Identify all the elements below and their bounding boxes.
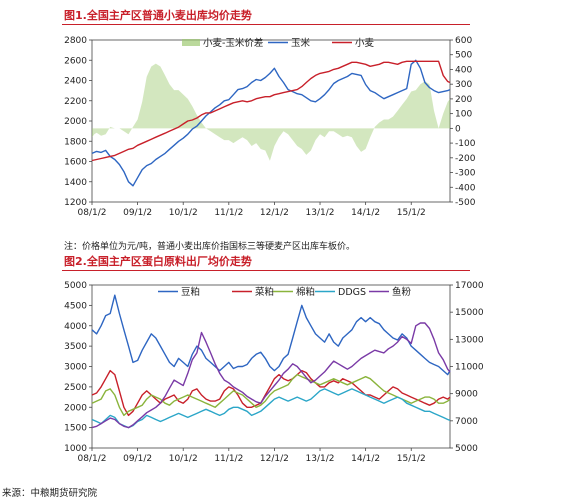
chart2-right-tick-label: 13000 (455, 335, 484, 345)
chart1-left-tick-label: 1800 (64, 137, 87, 147)
chart1-right-tick-label: 500 (455, 51, 472, 61)
chart1-x-tick-label: 13/1/2 (306, 208, 335, 218)
chart2-right-tick-label: 11000 (455, 363, 484, 373)
chart2-left-tick-label: 2000 (64, 403, 87, 413)
chart1-right-tick-label: 300 (455, 80, 472, 90)
chart1-left-tick-label: 2600 (64, 56, 87, 66)
chart2-series-line-4 (91, 322, 451, 429)
chart1-right-tick-label: 200 (455, 95, 472, 105)
chart1-legend-label: 小麦-玉米价差 (203, 37, 263, 49)
chart2-right-tick-label: 17000 (455, 281, 484, 291)
chart1-left-tick-label: 2400 (64, 77, 87, 87)
chart2-right-tick-label: 15000 (455, 308, 484, 318)
wheat-price-chart: 120014001600180020002200240026002800-500… (64, 36, 476, 218)
source-note: 来源：中粮期货研究院 (2, 488, 98, 499)
chart2-left-tick-label: 4500 (64, 301, 87, 311)
chart1-right-tick-label: 400 (455, 65, 472, 75)
chart2-legend-label: 豆粕 (181, 286, 200, 298)
chart1-right-tick-label: -100 (455, 139, 476, 149)
chart2-series-line-3 (91, 388, 451, 429)
chart1-x-tick-label: 12/1/2 (260, 208, 289, 218)
chart2-title-rule (62, 270, 470, 271)
chart2-left-tick-label: 3000 (64, 363, 87, 373)
chart2-left-tick-label: 1000 (64, 444, 87, 454)
chart2-x-tick-label: 14/1/2 (351, 454, 380, 464)
chart1-legend-label: 玉米 (291, 37, 311, 49)
chart2-right-tick-label: 5000 (455, 444, 478, 454)
chart2-legend-label: DDGS (338, 287, 366, 298)
chart2-legend-label: 鱼粉 (392, 286, 412, 298)
chart1-left-tick-label: 2800 (64, 36, 87, 46)
chart1-right-tick-label: 600 (455, 36, 472, 46)
chart1-legend-label: 小麦 (355, 37, 375, 49)
chart2-x-tick-label: 09/1/2 (123, 454, 152, 464)
chart2-legend-label: 菜粕 (255, 286, 274, 298)
chart2-x-tick-label: 11/1/2 (214, 454, 243, 464)
chart1-right-tick-label: -500 (455, 198, 476, 208)
chart1-x-tick-label: 10/1/2 (169, 208, 198, 218)
chart1-right-tick-label: 0 (455, 124, 461, 134)
chart1-left-tick-label: 2000 (64, 117, 87, 127)
chart1-x-tick-label: 11/1/2 (214, 208, 243, 218)
chart2-left-tick-label: 4000 (64, 322, 87, 332)
chart1-left-tick-label: 1200 (64, 198, 87, 208)
chart1-right-tick-label: -400 (455, 183, 476, 193)
chart2-plot-frame (91, 284, 451, 449)
chart2-left-tick-label: 3500 (64, 342, 87, 352)
chart2-x-tick-label: 08/1/2 (78, 454, 107, 464)
chart1-title-rule (62, 24, 470, 25)
chart2-x-tick-label: 10/1/2 (169, 454, 198, 464)
chart1-x-tick-label: 09/1/2 (123, 208, 152, 218)
chart1-right-tick-label: -300 (455, 169, 476, 179)
chart2-left-tick-label: 1500 (64, 424, 87, 434)
chart1-left-tick-label: 1600 (64, 158, 87, 168)
chart1-right-tick-label: -200 (455, 154, 476, 164)
chart1-legend-swatch (182, 39, 200, 46)
chart1-title: 图1.全国主产区普通小麦出库均价走势 (64, 9, 252, 22)
chart2-series-line-2 (91, 373, 451, 417)
chart2-legend-label: 棉粕 (296, 286, 315, 298)
chart2-x-tick-label: 13/1/2 (306, 454, 335, 464)
chart2-series-line-1 (91, 369, 451, 417)
chart1-x-tick-label: 14/1/2 (351, 208, 380, 218)
chart2-left-tick-label: 5000 (64, 281, 87, 291)
chart2-x-tick-label: 15/1/2 (397, 454, 426, 464)
chart1-series-line-2 (91, 60, 451, 162)
chart1-left-tick-label: 2200 (64, 97, 87, 107)
chart2-series-line-0 (91, 294, 451, 376)
chart2-title: 图2.全国主产区蛋白原料出厂均价走势 (64, 255, 252, 268)
chart2-left-tick-label: 2500 (64, 383, 87, 393)
chart1-series-area-0 (92, 63, 450, 161)
chart1-footnote: 注：价格单位为元/吨，普通小麦出库价指国标三等硬麦产区出库车板价。 (64, 242, 356, 252)
chart1-left-tick-label: 1400 (64, 178, 87, 188)
chart2-x-tick-label: 12/1/2 (260, 454, 289, 464)
chart2-right-tick-label: 9000 (455, 390, 478, 400)
chart2-right-tick-label: 7000 (455, 417, 478, 427)
chart1-right-tick-label: 100 (455, 110, 472, 120)
chart1-x-tick-label: 08/1/2 (78, 208, 107, 218)
chart1-x-tick-label: 15/1/2 (397, 208, 426, 218)
chart1-series-line-1 (91, 59, 451, 187)
